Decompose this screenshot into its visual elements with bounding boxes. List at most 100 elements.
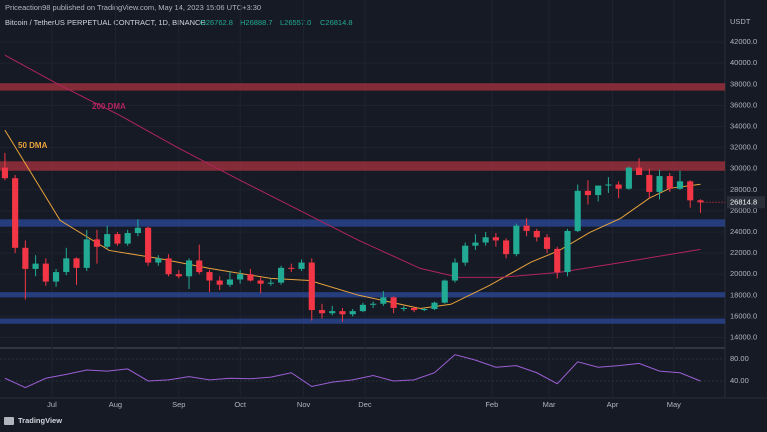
candle-body [564, 230, 571, 273]
candle-body [462, 245, 469, 263]
y-tick-label: 20000.0 [730, 269, 757, 278]
rsi-tick-label: 40.00 [730, 376, 749, 385]
x-tick-label: Oct [234, 400, 247, 409]
x-tick-label: Jul [47, 400, 57, 409]
candle-body [666, 176, 673, 189]
y-tick-label: 42000.0 [730, 37, 757, 46]
candle-body [574, 190, 581, 231]
candle-body [124, 233, 131, 244]
candle-body [155, 258, 162, 263]
candle-body [636, 167, 643, 176]
candle-body [400, 307, 407, 309]
candle-body [329, 311, 336, 314]
x-tick-label: Mar [543, 400, 556, 409]
candle-body [145, 227, 152, 263]
y-tick-label: 24000.0 [730, 227, 757, 236]
candle-body [676, 181, 684, 189]
candle-body [533, 230, 540, 238]
y-tick-label: 36000.0 [730, 100, 757, 109]
zone [0, 83, 725, 91]
x-tick-label: May [667, 400, 681, 409]
y-tick-label: 14000.0 [730, 332, 757, 341]
candle-body [185, 260, 193, 277]
x-tick-label: Nov [297, 400, 311, 409]
candle-body [32, 263, 39, 269]
candle-body [492, 237, 499, 241]
publisher: Priceaction98 published on TradingView.c… [5, 3, 261, 12]
candle-body [339, 311, 346, 315]
y-tick-label: 16000.0 [730, 311, 757, 320]
candle-body [421, 309, 428, 311]
candle-body [247, 274, 254, 281]
candle-body [175, 274, 182, 277]
y-unit: USDT [730, 17, 751, 26]
candle-body [278, 267, 285, 283]
candle-body [52, 272, 60, 282]
y-tick-label: 18000.0 [730, 290, 757, 299]
y-tick-label: 34000.0 [730, 121, 757, 130]
candle-body [697, 200, 704, 203]
candle-body [22, 247, 29, 269]
candle-body [134, 227, 141, 234]
candle-body [42, 263, 49, 282]
candle-body [503, 240, 510, 255]
candle-body [625, 167, 632, 189]
candle-body [104, 234, 111, 247]
candle-body [431, 302, 438, 310]
y-tick-label: 26000.0 [730, 206, 757, 215]
y-tick-label: 38000.0 [730, 79, 757, 88]
candle-body [206, 272, 213, 281]
candle-body [165, 258, 172, 275]
candle-body [318, 310, 326, 314]
brand: TradingView [18, 416, 62, 425]
line-annotation: 50 DMA [18, 141, 48, 150]
candle-body [554, 248, 561, 273]
candle-body [359, 304, 366, 312]
candle-body [308, 262, 315, 311]
candle-body [523, 225, 530, 231]
zone [0, 161, 725, 171]
candle-body [646, 175, 653, 192]
y-tick-label: 32000.0 [730, 143, 757, 152]
zone [0, 318, 725, 324]
y-tick-label: 22000.0 [730, 248, 757, 257]
candle-body [441, 280, 448, 303]
candle-body [237, 274, 244, 280]
x-tick-label: Feb [485, 400, 498, 409]
candle-body [196, 260, 203, 273]
candle-body [595, 185, 602, 196]
candle-body [410, 307, 418, 311]
symbol: Bitcoin / TetherUS PERPETUAL CONTRACT, 1… [5, 18, 205, 27]
brand-logo [4, 417, 14, 425]
zone [0, 292, 725, 298]
ohlc-close: C26814.8 [320, 18, 353, 27]
candle-body [513, 225, 520, 255]
ohlc-low: L26557.0 [280, 18, 311, 27]
candle-body [288, 267, 295, 269]
x-tick-label: Aug [109, 400, 122, 409]
candle-body [390, 297, 397, 308]
x-tick-label: Apr [607, 400, 619, 409]
last-price-label: 26814.8 [730, 197, 757, 206]
candle-body [267, 282, 274, 284]
candle-body [687, 181, 694, 201]
candle-body [451, 262, 459, 281]
candle-body [370, 303, 377, 305]
zone [0, 219, 725, 227]
candle-body [605, 184, 612, 186]
last-price-box [727, 196, 765, 209]
candle-body [257, 280, 264, 284]
x-tick-label: Dec [358, 400, 372, 409]
moving-average [4, 54, 701, 278]
candle-body [482, 237, 489, 243]
candle-body [226, 279, 234, 285]
candle-body [543, 237, 551, 249]
candle-body [63, 258, 70, 273]
y-tick-label: 30000.0 [730, 164, 757, 173]
candle-body [615, 184, 622, 189]
rsi-tick-label: 80.00 [730, 354, 749, 363]
candle-body [114, 234, 121, 244]
candle-body [349, 311, 356, 315]
candle-body [73, 258, 80, 268]
